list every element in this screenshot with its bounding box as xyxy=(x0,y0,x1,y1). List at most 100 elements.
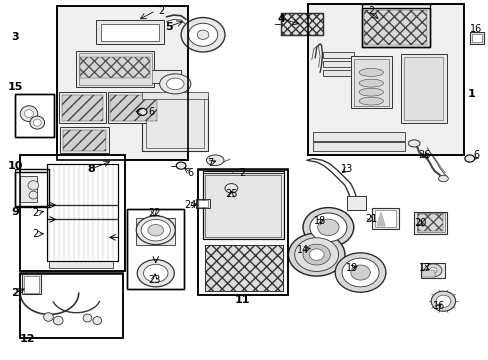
Bar xyxy=(23,276,39,293)
Bar xyxy=(21,274,41,294)
Bar xyxy=(20,176,37,202)
Ellipse shape xyxy=(464,155,474,162)
Bar xyxy=(281,13,322,35)
Ellipse shape xyxy=(303,244,330,265)
Ellipse shape xyxy=(206,155,224,166)
Bar xyxy=(49,261,113,268)
Bar xyxy=(96,21,163,44)
Bar xyxy=(127,209,183,289)
Bar xyxy=(15,94,54,137)
Ellipse shape xyxy=(29,191,38,199)
Ellipse shape xyxy=(430,291,455,311)
Bar xyxy=(20,155,125,271)
Bar xyxy=(136,218,175,244)
Ellipse shape xyxy=(53,316,63,325)
Ellipse shape xyxy=(303,208,353,247)
Bar xyxy=(80,57,150,78)
Text: 21: 21 xyxy=(365,215,377,224)
Ellipse shape xyxy=(358,79,383,87)
Bar xyxy=(361,8,429,47)
Ellipse shape xyxy=(28,181,39,190)
Ellipse shape xyxy=(317,219,338,235)
Bar xyxy=(142,96,207,151)
Bar xyxy=(420,263,445,278)
Text: 18: 18 xyxy=(313,216,325,226)
Text: 22: 22 xyxy=(148,208,160,218)
Bar xyxy=(416,213,444,232)
Ellipse shape xyxy=(424,264,441,277)
Bar xyxy=(350,56,391,108)
Bar xyxy=(413,212,447,234)
Text: 7: 7 xyxy=(207,158,213,168)
Bar xyxy=(195,199,210,208)
Ellipse shape xyxy=(294,238,338,271)
Bar xyxy=(322,69,351,76)
Ellipse shape xyxy=(83,314,92,322)
Bar xyxy=(346,196,366,211)
Text: 9: 9 xyxy=(11,207,19,217)
Text: 6: 6 xyxy=(148,107,155,117)
Bar xyxy=(61,95,103,121)
Ellipse shape xyxy=(428,267,436,273)
Ellipse shape xyxy=(358,88,383,96)
Bar xyxy=(400,54,446,123)
Polygon shape xyxy=(376,212,384,226)
Text: 6: 6 xyxy=(472,150,478,160)
Text: 2: 2 xyxy=(239,168,244,178)
Text: 4: 4 xyxy=(277,14,285,24)
Text: 6: 6 xyxy=(187,168,194,178)
Text: 2: 2 xyxy=(367,6,374,16)
Text: 20: 20 xyxy=(413,218,426,228)
Bar xyxy=(374,210,395,227)
Text: 26: 26 xyxy=(418,150,430,160)
Ellipse shape xyxy=(20,106,38,122)
Bar xyxy=(312,142,405,151)
Bar xyxy=(101,24,159,41)
Bar xyxy=(132,69,181,83)
Bar xyxy=(20,273,122,338)
Bar xyxy=(471,34,482,42)
Ellipse shape xyxy=(143,264,167,282)
Ellipse shape xyxy=(93,317,102,324)
Text: 14: 14 xyxy=(296,245,308,255)
Bar xyxy=(108,92,159,123)
Text: 2: 2 xyxy=(33,208,39,218)
Text: 12: 12 xyxy=(20,333,35,343)
Bar xyxy=(363,10,427,45)
Bar xyxy=(57,6,188,160)
Bar xyxy=(281,13,322,35)
Text: 24: 24 xyxy=(184,200,197,210)
Bar xyxy=(59,92,105,123)
Bar xyxy=(15,172,49,206)
Bar xyxy=(403,57,443,120)
Ellipse shape xyxy=(188,23,217,46)
Bar xyxy=(15,94,54,137)
Ellipse shape xyxy=(24,110,33,118)
Bar xyxy=(203,173,283,239)
Ellipse shape xyxy=(141,220,170,241)
Ellipse shape xyxy=(136,216,175,244)
Ellipse shape xyxy=(288,233,344,276)
Bar xyxy=(15,169,49,207)
Bar xyxy=(198,169,288,295)
Ellipse shape xyxy=(43,313,53,321)
Ellipse shape xyxy=(148,225,163,236)
Ellipse shape xyxy=(358,68,383,76)
Text: 16: 16 xyxy=(469,24,481,35)
Ellipse shape xyxy=(358,97,383,105)
Ellipse shape xyxy=(350,265,369,280)
Bar xyxy=(353,59,388,106)
Bar xyxy=(197,201,208,207)
Text: 2: 2 xyxy=(158,6,164,16)
Bar xyxy=(79,53,152,85)
Text: 15: 15 xyxy=(8,82,23,92)
Bar xyxy=(205,175,281,237)
Bar xyxy=(203,171,283,239)
Bar xyxy=(20,155,125,271)
Ellipse shape xyxy=(197,30,208,40)
Bar xyxy=(20,274,122,338)
Ellipse shape xyxy=(224,184,237,193)
Ellipse shape xyxy=(159,74,190,94)
Bar xyxy=(110,95,157,121)
Bar xyxy=(62,130,105,151)
